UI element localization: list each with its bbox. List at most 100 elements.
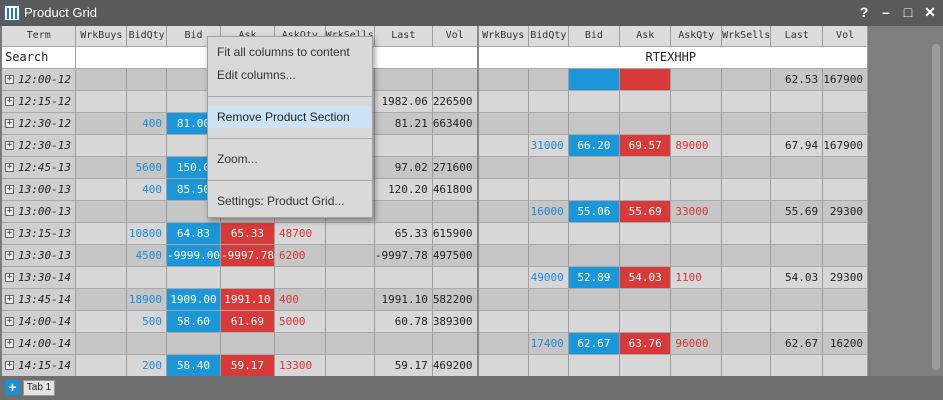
bidqty-cell[interactable]: 31000 (528, 134, 569, 157)
last-cell[interactable] (374, 134, 433, 157)
vol-cell[interactable]: 389300 (432, 310, 479, 333)
column-header-ask[interactable]: Ask (619, 26, 672, 47)
last-cell[interactable]: 120.20 (374, 178, 433, 201)
wrkbuys-cell[interactable] (477, 332, 529, 355)
bid-cell[interactable] (568, 244, 621, 267)
column-header-vol[interactable]: Vol (432, 26, 479, 47)
bidqty-cell[interactable] (528, 310, 569, 333)
askqty-cell[interactable]: 33000 (670, 200, 723, 223)
askqty-cell[interactable]: 5000 (274, 310, 326, 333)
bidqty-cell[interactable] (528, 156, 569, 179)
wrkbuys-cell[interactable] (75, 90, 128, 113)
ask-cell[interactable]: 54.03 (619, 266, 672, 289)
askqty-cell[interactable] (670, 68, 723, 91)
vol-cell[interactable]: 271600 (432, 156, 479, 179)
bidqty-cell[interactable]: 17400 (528, 332, 569, 355)
vol-cell[interactable] (822, 156, 868, 179)
column-header-wrkbuys[interactable]: WrkBuys (75, 26, 128, 47)
bid-cell[interactable]: -9999.00 (166, 244, 221, 267)
expand-icon[interactable]: + (5, 272, 14, 282)
bid-cell[interactable] (568, 354, 621, 376)
term-cell[interactable]: +13:00-13 (2, 200, 77, 223)
wrksells-cell[interactable] (721, 310, 772, 333)
column-header-last[interactable]: Last (374, 26, 433, 47)
table-row[interactable]: +14:00-14 500 58.60 61.69 5000 60.78 389300 (2, 310, 868, 333)
table-row[interactable]: +13:45-14 18900 1909.00 1991.10 400 1991.10 58… (2, 288, 868, 311)
bid-cell[interactable] (166, 266, 221, 289)
ask-cell[interactable]: 61.69 (220, 310, 275, 333)
vol-cell[interactable]: 615900 (432, 222, 479, 245)
column-header-vol[interactable]: Vol (822, 26, 868, 47)
vol-cell[interactable] (432, 68, 479, 91)
bid-cell[interactable]: 58.40 (166, 354, 221, 376)
vol-cell[interactable]: 461800 (432, 178, 479, 201)
wrkbuys-cell[interactable] (477, 222, 529, 245)
ask-cell[interactable]: -9997.78 (220, 244, 275, 267)
wrkbuys-cell[interactable] (75, 288, 128, 311)
bidqty-cell[interactable] (126, 68, 167, 91)
wrkbuys-cell[interactable] (75, 156, 128, 179)
menu-item-edit-columns[interactable]: Edit columns... (217, 68, 296, 82)
ask-cell[interactable]: 1991.10 (220, 288, 275, 311)
wrksells-cell[interactable] (325, 354, 375, 376)
bid-cell[interactable] (568, 90, 621, 113)
table-row[interactable]: +12:00-12 62.53 167900 (2, 68, 868, 91)
askqty-cell[interactable]: 48700 (274, 222, 326, 245)
column-header-bidqty[interactable]: BidQty (126, 26, 167, 47)
column-header-bidqty[interactable]: BidQty (528, 26, 569, 47)
vol-cell[interactable]: 16200 (822, 332, 868, 355)
expand-icon[interactable]: + (5, 360, 14, 370)
bidqty-cell[interactable]: 18900 (126, 288, 167, 311)
wrkbuys-cell[interactable] (477, 244, 529, 267)
add-tab-button[interactable]: + (5, 380, 20, 395)
wrksells-cell[interactable] (721, 288, 772, 311)
wrksells-cell[interactable] (721, 134, 772, 157)
wrkbuys-cell[interactable] (75, 244, 128, 267)
expand-icon[interactable]: + (5, 140, 14, 150)
expand-icon[interactable]: + (5, 250, 14, 260)
wrkbuys-cell[interactable] (75, 354, 128, 376)
vertical-scrollbar[interactable] (932, 44, 940, 370)
askqty-cell[interactable] (274, 332, 326, 355)
minimize-button[interactable]: – (882, 4, 890, 20)
ask-cell[interactable]: 59.17 (220, 354, 275, 376)
vol-cell[interactable]: 167900 (822, 68, 868, 91)
bidqty-cell[interactable]: 200 (126, 354, 167, 376)
wrkbuys-cell[interactable] (75, 178, 128, 201)
expand-icon[interactable]: + (5, 338, 14, 348)
ask-cell[interactable]: 65.33 (220, 222, 275, 245)
term-cell[interactable]: +13:30-13 (2, 244, 77, 267)
last-cell[interactable]: 62.53 (770, 68, 824, 91)
bidqty-cell[interactable] (126, 90, 167, 113)
expand-icon[interactable]: + (5, 316, 14, 326)
askqty-cell[interactable] (670, 178, 723, 201)
expand-icon[interactable]: + (5, 96, 14, 106)
vol-cell[interactable] (432, 266, 479, 289)
last-cell[interactable] (770, 244, 824, 267)
bid-cell[interactable]: 66.20 (568, 134, 621, 157)
wrksells-cell[interactable] (325, 288, 375, 311)
term-cell[interactable]: +12:15-12 (2, 90, 77, 113)
last-cell[interactable] (374, 200, 433, 223)
vol-cell[interactable]: 29300 (822, 266, 868, 289)
wrksells-cell[interactable] (721, 354, 772, 376)
wrksells-cell[interactable] (325, 310, 375, 333)
table-row[interactable]: +13:00-13 400 85.50 120.20 461800 (2, 178, 868, 201)
term-cell[interactable]: +12:00-12 (2, 68, 77, 91)
wrkbuys-cell[interactable] (477, 134, 529, 157)
wrksells-cell[interactable] (721, 200, 772, 223)
bidqty-cell[interactable] (528, 112, 569, 135)
table-row[interactable]: +13:00-13 16000 55.06 55.69 33000 55.69 29300 (2, 200, 868, 223)
table-row[interactable]: +12:30-13 31000 66.20 69.57 89000 67.94 167900 (2, 134, 868, 157)
ask-cell[interactable] (619, 178, 672, 201)
expand-icon[interactable]: + (5, 228, 14, 238)
ask-cell[interactable] (619, 222, 672, 245)
last-cell[interactable] (374, 266, 433, 289)
ask-cell[interactable] (619, 310, 672, 333)
askqty-cell[interactable]: 6200 (274, 244, 326, 267)
wrkbuys-cell[interactable] (75, 200, 128, 223)
ask-cell[interactable] (619, 156, 672, 179)
vol-cell[interactable] (822, 90, 868, 113)
last-cell[interactable]: 59.17 (374, 354, 433, 376)
wrksells-cell[interactable] (325, 266, 375, 289)
